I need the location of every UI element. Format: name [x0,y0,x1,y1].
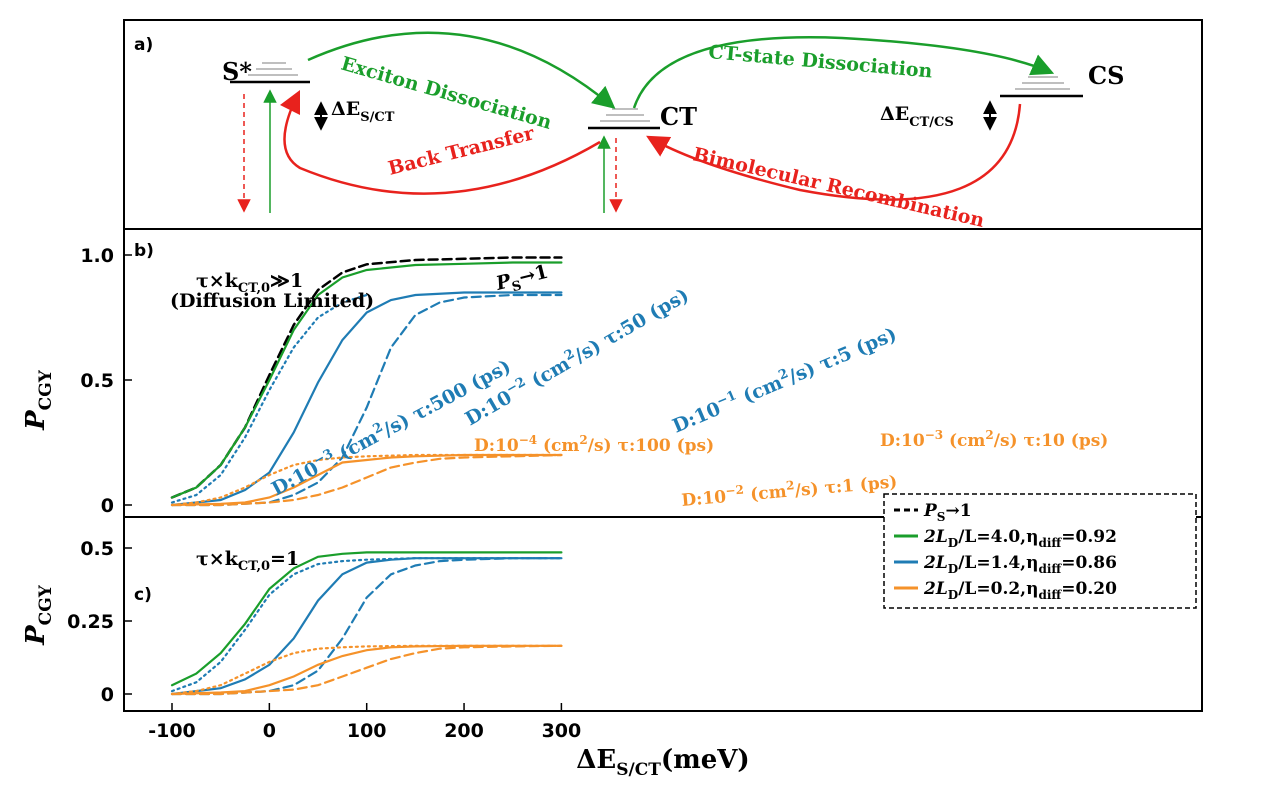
series-c-dashed-3 [170,557,563,696]
series-c-solid-5 [170,644,563,696]
x-tick-label: 300 [542,720,582,742]
panel-b-curves [170,256,563,507]
series-b-solid-1 [170,261,563,499]
gap-label-ct-cs: ΔECT/CS [880,103,954,130]
series-c-dotted-1 [170,557,563,693]
panel-c-y-axis: 0 0.25 0.5 [67,538,132,706]
bimolecular-recombination-label: Bimolecular Recombination [691,143,987,232]
annotation-blue-solid: D:10−2 (cm2/s) τ:50 (ps) [461,282,693,430]
y-tick-label: 0.5 [80,370,114,392]
cs-levels [1000,76,1083,98]
y-tick-label: 0 [101,495,114,517]
x-axis: -100 0 100 200 300 [148,703,581,742]
panel-b-regime: (Diffusion Limited) [170,290,374,312]
series-b-solid-6 [170,453,563,507]
panel-a-label: a) [134,35,153,55]
series-b-dashed-7 [170,453,563,507]
panel-b-condition: τ×kCT,0≫1 [196,270,303,296]
s-star-label: S* [222,57,252,86]
annotation-blue-dashed: D:10−1 (cm2/s) τ:5 (ps) [669,321,900,437]
panel-c-frame [123,516,1203,712]
legend-entry: PS→1 [923,501,972,524]
panel-b-y-label: PCGY [21,369,56,431]
x-tick-label: -100 [148,720,196,742]
series-b-dotted-2 [170,293,368,504]
s-star-levels [230,62,310,84]
ct-dissociation-arrow [632,36,1055,109]
panel-c-curves [170,551,563,696]
legend-entry: 2LD/L=1.4,ηdiff=0.86 [923,553,1117,576]
bimolecular-recombination-arrow [646,103,1022,201]
panel-c-condition: τ×kCT,0=1 [196,548,299,574]
gap-label-s-ct: ΔES/CT [331,98,395,125]
back-transfer-label: Back Transfer [386,122,537,180]
y-tick-label: 0.25 [67,611,114,633]
y-tick-label: 0.5 [80,538,114,560]
ct-dissociation-label: CT-state Dissociation [708,41,934,83]
exciton-dissociation-arrow [307,31,616,109]
legend: PS→1 2LD/L=4.0,ηdiff=0.92 2LD/L=1.4,ηdiff=… [883,493,1197,609]
annotation-orange-dashed: D:10−2 (cm2/s) τ:1 (ps) [680,469,898,511]
legend-entry: 2LD/L=0.2,ηdiff=0.20 [923,579,1117,602]
series-c-dashed-6 [170,644,563,696]
legend-entry: 2LD/L=4.0,ηdiff=0.92 [923,527,1117,550]
y-tick-label: 0 [101,684,114,706]
series-c-solid-0 [170,551,563,687]
panel-c: c) 0 0.25 0.5 τ×kCT,0=1 [67,516,1203,712]
x-tick-label: 0 [263,720,276,742]
cs-label: CS [1088,61,1124,90]
series-c-dotted-4 [170,644,563,696]
ct-levels [588,108,660,130]
panel-c-y-label: PCGY [21,584,56,646]
back-transfer-arrow [279,89,601,195]
x-tick-label: 200 [444,720,484,742]
panel-b-label: b) [134,241,154,261]
panel-c-label: c) [134,585,152,605]
legend-box [883,493,1197,609]
panel-b-y-axis: 0 0.5 1.0 [80,245,132,517]
y-tick-label: 1.0 [80,245,114,267]
panel-b: b) 0 0.5 1.0 τ×kCT,0≫1 (Diffusion Limited)… [80,228,1203,518]
ct-label: CT [660,102,697,131]
panel-a: a) S* CT CS ΔES/CT ΔECT/CS [123,19,1203,232]
series-b-dotted-5 [170,453,563,507]
x-tick-label: 100 [347,720,387,742]
annotation-orange-solid: D:10−3 (cm2/s) τ:10 (ps) [880,428,1108,451]
x-axis-label: ΔES/CT(meV) [576,745,750,780]
series-b-solid-3 [170,291,563,507]
annotation-orange-dotted: D:10−4 (cm2/s) τ:100 (ps) [474,433,714,456]
series-c-solid-2 [170,557,563,696]
